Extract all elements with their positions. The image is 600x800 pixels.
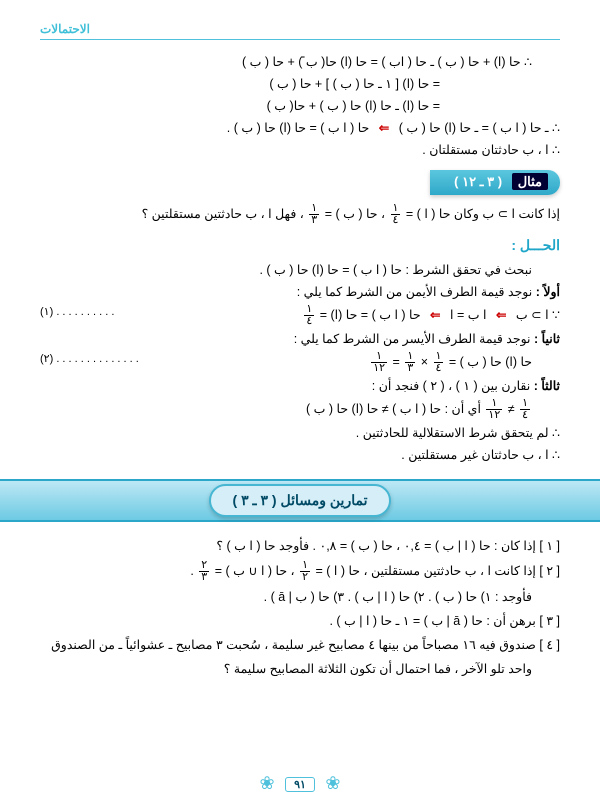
proof-line: = حا (ا) ـ حا (ا) حا ( ب ) + حا( ب ) [40, 96, 560, 116]
fraction: ١٤ [434, 351, 444, 374]
example-question: إذا كانت ا ⊃ ب وكان حا ( ا ) = ١٤ ، حا (… [40, 203, 560, 226]
solution-title: الحـــل : [40, 234, 560, 256]
implies-arrow-icon: ⇐ [379, 121, 389, 135]
ornament-icon: ❀ [325, 773, 340, 793]
fraction: ٢٣ [199, 560, 209, 583]
solution-compare: ١٤ ≠ ١١٢ أي أن : حا ( ا ب ) ≠ حا (ا) حا … [40, 398, 560, 421]
solution-conclusion: ∴ لم يتحقق شرط الاستقلالية للحادثتين . [40, 423, 560, 443]
ornament-icon: ❀ [260, 773, 275, 793]
solution-chain-b: حا (ا) حا ( ب ) = ١٤ × ١٣ = ١١٢ (٢) . . … [40, 351, 560, 374]
exercises-header: تمارين ومسائل ( ٣ ـ ٣ ) [0, 479, 600, 521]
fraction: ١١٢ [486, 398, 502, 421]
solution-chain-a: ∵ ا ⊃ ب ⇐ ا ب = ا ⇐ حا ( ا ب ) = حا (ا) … [40, 304, 560, 327]
fraction: ١٤ [391, 203, 401, 226]
example-label: مثال [512, 173, 548, 190]
solution-third: ثالثاً : نقارن بين ( ١ ) ، ( ٢ ) فنجد أن… [40, 376, 560, 396]
solution-line: نبحث في تحقق الشرط : حا ( ا ب ) = حا (ا)… [40, 260, 560, 280]
equation-tag: (٢) . . . . . . . . . . . . . . [40, 351, 139, 369]
solution-second: ثانياً : نوجد قيمة الطرف الأيسر من الشرط… [40, 329, 560, 349]
exercise-item: واحد تلو الآخر ، فما احتمال أن تكون الثل… [40, 659, 560, 679]
fraction: ١٤ [304, 304, 314, 327]
exercise-item: [ ٣ ] برهن أن : حا ( ā | ب ) = ١ ـ حا ( … [40, 611, 560, 631]
equation-tag: (١) . . . . . . . . . . [40, 304, 114, 322]
example-number: ( ٣ ـ ١٢ ) [454, 174, 502, 189]
example-tab: مثال ( ٣ ـ ١٢ ) [430, 170, 560, 195]
implies-arrow-icon: ⇐ [496, 308, 506, 322]
fraction: ١٣ [405, 351, 415, 374]
exercise-item: فأوجد : ١) حا ( ب ) . ٢) حا ( ا | ب ) . … [40, 587, 560, 607]
fraction: ١٣ [309, 203, 319, 226]
fraction: ١١٢ [371, 351, 387, 374]
chapter-title: الاحتمالات [40, 20, 90, 39]
solution-conclusion: ∴ ا ، ب حادثتان غير مستقلتين . [40, 445, 560, 465]
chapter-header: الاحتمالات [40, 20, 560, 46]
solution-first: أولاً : نوجد قيمة الطرف الأيمن من الشرط … [40, 282, 560, 302]
proof-line: ∴ ـ حا ( ا ب ) = ـ حا (ا) حا ( ب ) ⇐ حا … [40, 118, 560, 138]
fraction: ١٢ [300, 560, 310, 583]
exercise-item: [ ٢ ] إذا كانت ا ، ب حادثتين مستقلتين ، … [40, 560, 560, 583]
page-number: ٩١ [285, 777, 315, 792]
exercise-item: [ ٤ ] صندوق فيه ١٦ مصباحاً من بينها ٤ مص… [40, 635, 560, 655]
proof-conclusion: ∴ ا ، ب حادثتان مستقلتان . [40, 140, 560, 160]
proof-line: ∴ حا (ا) + حا ( ب ) ـ حا ( اب ) = حا (ا)… [40, 52, 560, 72]
fraction: ١٤ [520, 398, 530, 421]
page-footer: ❀ ٩١ ❀ [0, 773, 600, 794]
proof-line: = حا (ا) [ ١ ـ حا ( ب ) ] + حا ( ب ) [40, 74, 560, 94]
implies-arrow-icon: ⇐ [430, 308, 440, 322]
exercise-item: [ ١ ] إذا كان : حا ( ا | ب ) = ٠,٤ ، حا … [40, 536, 560, 556]
exercises-title: تمارين ومسائل ( ٣ ـ ٣ ) [209, 484, 392, 516]
